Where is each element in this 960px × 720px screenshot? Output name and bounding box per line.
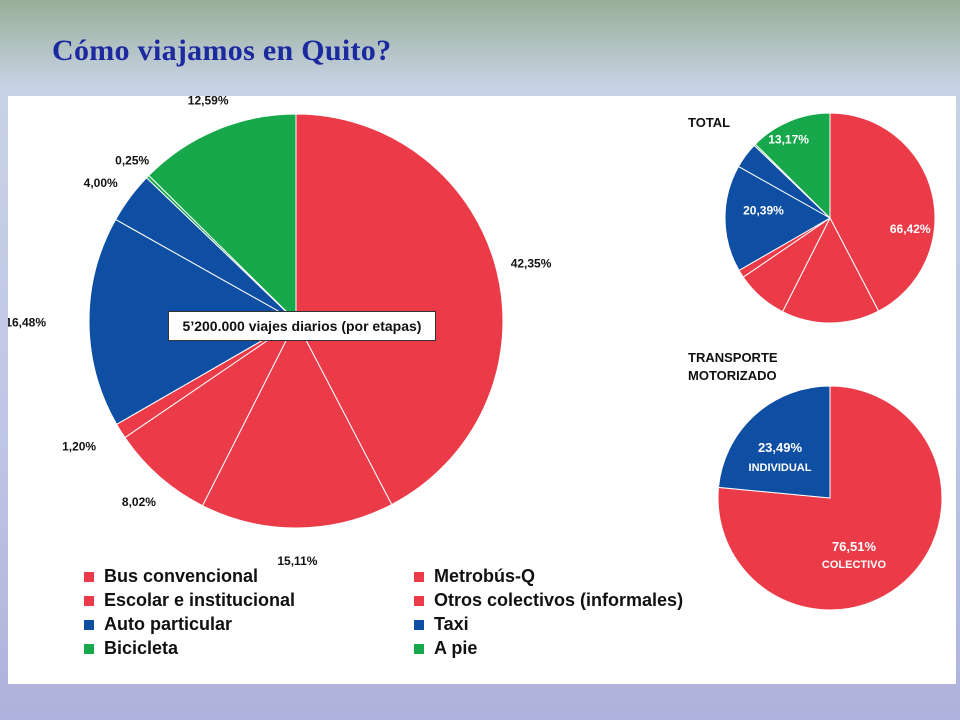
main-pie-annotation: 5’200.000 viajes diarios (por etapas): [168, 311, 436, 341]
motorizado-pie-title-line-2: MOTORIZADO: [688, 368, 777, 383]
motorizado-pie-label-1: 23,49%: [758, 440, 803, 455]
legend-swatch: [414, 619, 424, 630]
legend-item: Auto particular: [84, 614, 414, 635]
main-pie-label-3: 1,20%: [62, 439, 96, 453]
main-pie-label-6: 0,25%: [115, 154, 149, 168]
main-pie-label-2: 8,02%: [122, 495, 156, 509]
main-pie-slice-0: [295, 113, 504, 506]
main-pie-label-4: 16,48%: [8, 315, 46, 329]
motorizado-pie-label-0: 76,51%: [832, 539, 877, 554]
legend-label: Bicicleta: [104, 638, 179, 658]
legend-label: Taxi: [434, 614, 469, 634]
total-pie-label-0: 66,42%: [890, 222, 931, 236]
chart-panel: 42,35% 15,11% 8,02% 1,20% 16,48% 4,00% 0,25% 12…: [8, 96, 956, 684]
legend-item: Taxi: [414, 614, 724, 635]
legend-label: Auto particular: [104, 614, 233, 634]
total-pie-title: TOTAL: [688, 115, 730, 130]
legend-label: A pie: [434, 638, 478, 658]
main-pie-label-7: 12,59%: [188, 96, 229, 108]
total-pie-label-1: 20,39%: [743, 204, 784, 218]
legend-item: Bus convencional: [84, 566, 414, 587]
main-pie-slice-1: [201, 319, 393, 529]
total-pie-slice-7: [754, 112, 831, 220]
legend: Bus convencional Metrobús-Q Escolar e inst…: [84, 566, 724, 659]
legend-item: Metrobús-Q: [414, 566, 724, 587]
slide-title: Cómo viajamos en Quito?: [52, 34, 392, 67]
legend-swatch: [414, 595, 424, 606]
total-pie-slice-4: [724, 165, 832, 272]
motorizado-pie-slice-1: [717, 385, 831, 499]
motorizado-pie-sublabel-1: INDIVIDUAL: [749, 462, 812, 474]
main-pie-slice-7: [148, 113, 297, 323]
legend-label: Metrobús-Q: [434, 566, 535, 586]
legend-item: Otros colectivos (informales): [414, 590, 724, 611]
legend-swatch: [84, 643, 94, 654]
motorizado-pie-slice-0: [717, 385, 943, 611]
legend-swatch: [414, 643, 424, 654]
legend-label: Otros colectivos (informales): [434, 590, 684, 610]
motorizado-pie-title-line-1: TRANSPORTE: [688, 350, 778, 365]
legend-item: A pie: [414, 638, 724, 659]
chart-canvas: 42,35% 15,11% 8,02% 1,20% 16,48% 4,00% 0,25% 12…: [8, 96, 943, 611]
main-pie-slice-2: [124, 320, 297, 507]
main-pie-label-5: 4,00%: [84, 176, 118, 190]
motorizado-pie-sublabel-0: COLECTIVO: [822, 559, 887, 571]
legend-item: Escolar e institucional: [84, 590, 414, 611]
legend-label: Bus convencional: [104, 566, 259, 586]
main-pie-label-1: 15,11%: [277, 554, 317, 568]
legend-swatch: [84, 619, 94, 630]
main-pie-label-0: 42,35%: [511, 256, 552, 270]
legend-item: Bicicleta: [84, 638, 414, 659]
legend-label: Escolar e institucional: [104, 590, 296, 610]
total-pie-slice-0: [829, 112, 936, 312]
total-pie-slice-1: [781, 216, 880, 324]
legend-swatch: [84, 571, 94, 582]
legend-swatch: [84, 595, 94, 606]
total-pie-label-2: 13,17%: [768, 132, 809, 146]
legend-swatch: [414, 571, 424, 582]
